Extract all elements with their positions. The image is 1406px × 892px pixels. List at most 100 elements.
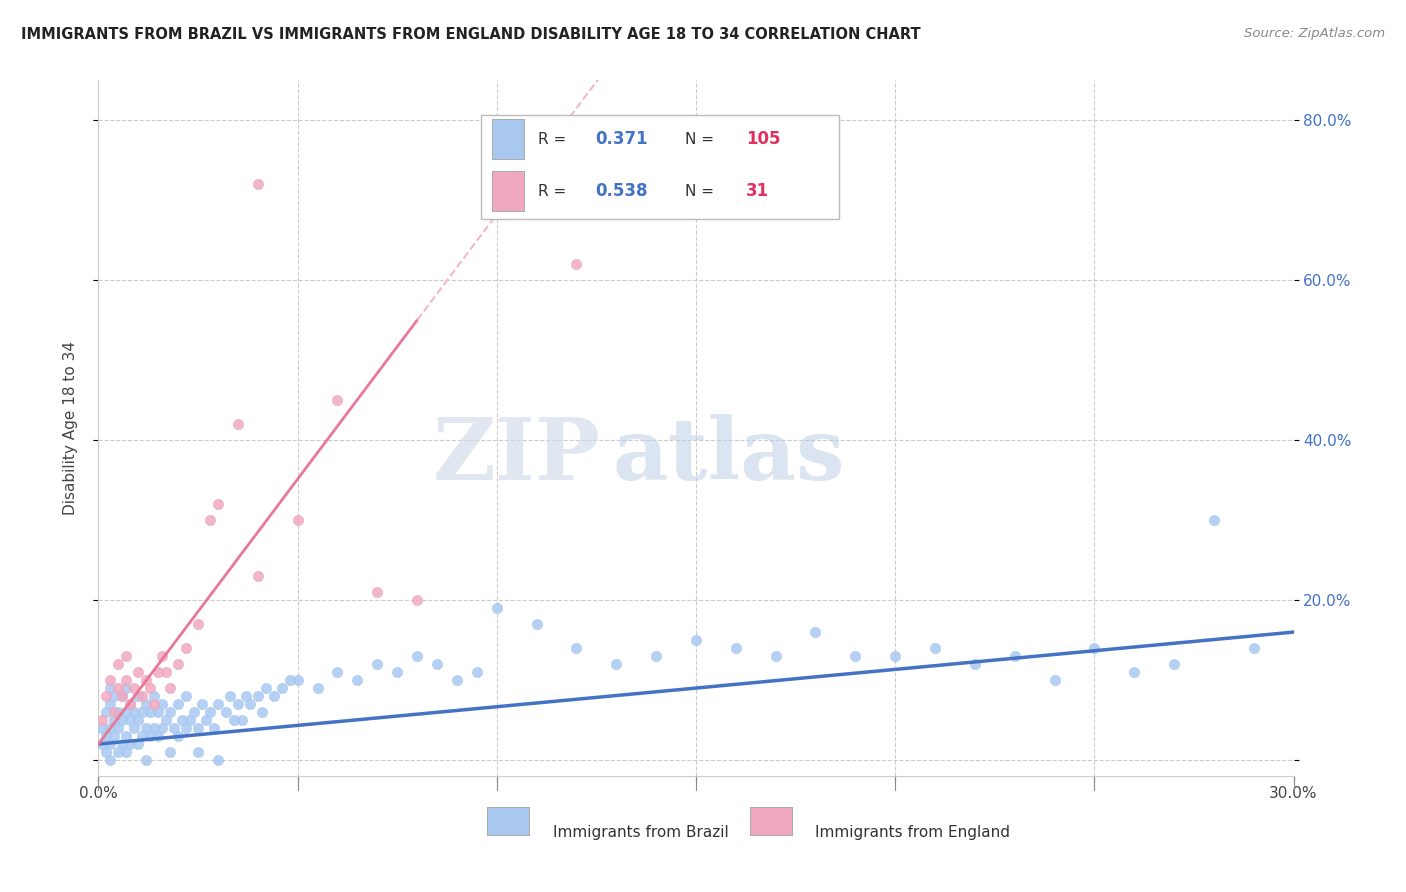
Point [115, 681, 138, 695]
Point [239, 697, 262, 711]
Point [91, 737, 114, 751]
Text: Immigrants from Brazil: Immigrants from Brazil [553, 825, 728, 839]
Point [426, 657, 449, 671]
Point [107, 745, 129, 759]
Point [163, 721, 186, 735]
Point [307, 681, 329, 695]
Point [131, 705, 153, 719]
Point [174, 641, 197, 656]
Point [263, 689, 285, 703]
Point [246, 178, 269, 192]
Point [135, 753, 157, 767]
Point [844, 649, 866, 664]
Point [385, 665, 409, 679]
Point [155, 665, 177, 679]
Point [103, 729, 125, 743]
Point [115, 705, 138, 719]
Point [98, 673, 122, 687]
Point [98, 737, 122, 751]
Point [124, 705, 146, 719]
Point [1163, 657, 1185, 671]
Point [127, 737, 149, 751]
Point [195, 713, 218, 727]
Point [198, 705, 221, 719]
Point [526, 617, 548, 632]
Y-axis label: Disability Age 18 to 34: Disability Age 18 to 34 [63, 341, 77, 516]
Point [326, 393, 349, 408]
Point [222, 713, 245, 727]
Point [135, 673, 157, 687]
Point [127, 665, 149, 679]
Point [605, 657, 627, 671]
Point [103, 689, 125, 703]
Point [446, 673, 468, 687]
Point [98, 753, 122, 767]
FancyBboxPatch shape [486, 807, 529, 835]
Point [246, 689, 269, 703]
Point [98, 697, 122, 711]
Point [645, 649, 668, 664]
Point [366, 585, 388, 599]
Point [465, 665, 488, 679]
Point [215, 705, 238, 719]
Point [107, 681, 129, 695]
Point [159, 705, 181, 719]
Point [207, 697, 229, 711]
Point [724, 641, 747, 656]
Point [187, 721, 209, 735]
Point [159, 745, 181, 759]
Point [159, 681, 181, 695]
Point [1083, 641, 1105, 656]
Point [287, 673, 309, 687]
Point [131, 689, 153, 703]
Point [167, 729, 190, 743]
Point [685, 633, 707, 648]
Point [565, 641, 588, 656]
Point [207, 753, 229, 767]
Point [103, 705, 125, 719]
Point [235, 689, 257, 703]
Text: IMMIGRANTS FROM BRAZIL VS IMMIGRANTS FROM ENGLAND DISABILITY AGE 18 TO 34 CORREL: IMMIGRANTS FROM BRAZIL VS IMMIGRANTS FRO… [21, 27, 921, 42]
Point [1202, 513, 1225, 527]
Point [96, 705, 118, 719]
Point [565, 257, 588, 271]
Text: atlas: atlas [613, 414, 845, 498]
Point [219, 689, 242, 703]
Point [143, 689, 166, 703]
Point [143, 697, 166, 711]
Point [91, 721, 114, 735]
Point [174, 689, 197, 703]
Text: Source: ZipAtlas.com: Source: ZipAtlas.com [1244, 27, 1385, 40]
Point [406, 593, 429, 607]
Point [187, 745, 209, 759]
Point [167, 657, 190, 671]
Point [804, 625, 827, 640]
Point [198, 513, 221, 527]
Point [155, 713, 177, 727]
Point [254, 681, 277, 695]
Point [191, 697, 214, 711]
Point [111, 689, 134, 703]
Point [120, 737, 142, 751]
Point [98, 681, 122, 695]
Point [1243, 641, 1265, 656]
Point [107, 657, 129, 671]
Point [270, 681, 292, 695]
Point [139, 705, 162, 719]
Point [135, 721, 157, 735]
Point [107, 721, 129, 735]
Point [115, 649, 138, 664]
Point [231, 713, 253, 727]
Point [167, 697, 190, 711]
Point [226, 697, 249, 711]
Point [139, 681, 162, 695]
Point [924, 641, 946, 656]
Point [278, 673, 301, 687]
Point [174, 721, 197, 735]
Point [226, 417, 249, 432]
Point [183, 705, 205, 719]
Point [150, 721, 173, 735]
Point [120, 697, 142, 711]
Point [103, 713, 125, 727]
Point [346, 673, 368, 687]
